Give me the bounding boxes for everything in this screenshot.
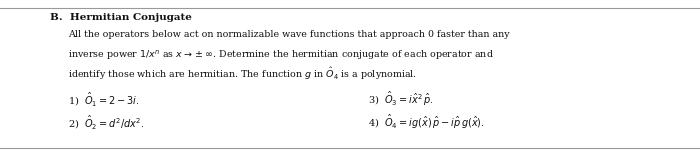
Text: 3)  $\hat{O}_3 = i\hat{x}^2\, \hat{p}.$: 3) $\hat{O}_3 = i\hat{x}^2\, \hat{p}.$	[368, 90, 433, 108]
Text: B.  Hermitian Conjugate: B. Hermitian Conjugate	[50, 13, 192, 22]
Text: 1)  $\hat{O}_1 = 2 - 3i.$: 1) $\hat{O}_1 = 2 - 3i.$	[68, 90, 140, 108]
Text: inverse power $1/x^n$ as $x \rightarrow \pm\infty$. Determine the hermitian conj: inverse power $1/x^n$ as $x \rightarrow …	[68, 48, 494, 62]
Text: 2)  $\hat{O}_2 = d^2/dx^2.$: 2) $\hat{O}_2 = d^2/dx^2.$	[68, 113, 145, 131]
Text: identify those which are hermitian. The function $g$ in $\hat{O}_4$ is a polynom: identify those which are hermitian. The …	[68, 65, 417, 82]
Text: All the operators below act on normalizable wave functions that approach 0 faste: All the operators below act on normaliza…	[68, 30, 510, 39]
Text: 4)  $\hat{O}_4 = ig(\hat{x})\, \hat{p} -i\hat{p}\, g(\hat{x}).$: 4) $\hat{O}_4 = ig(\hat{x})\, \hat{p} -i…	[368, 113, 484, 131]
